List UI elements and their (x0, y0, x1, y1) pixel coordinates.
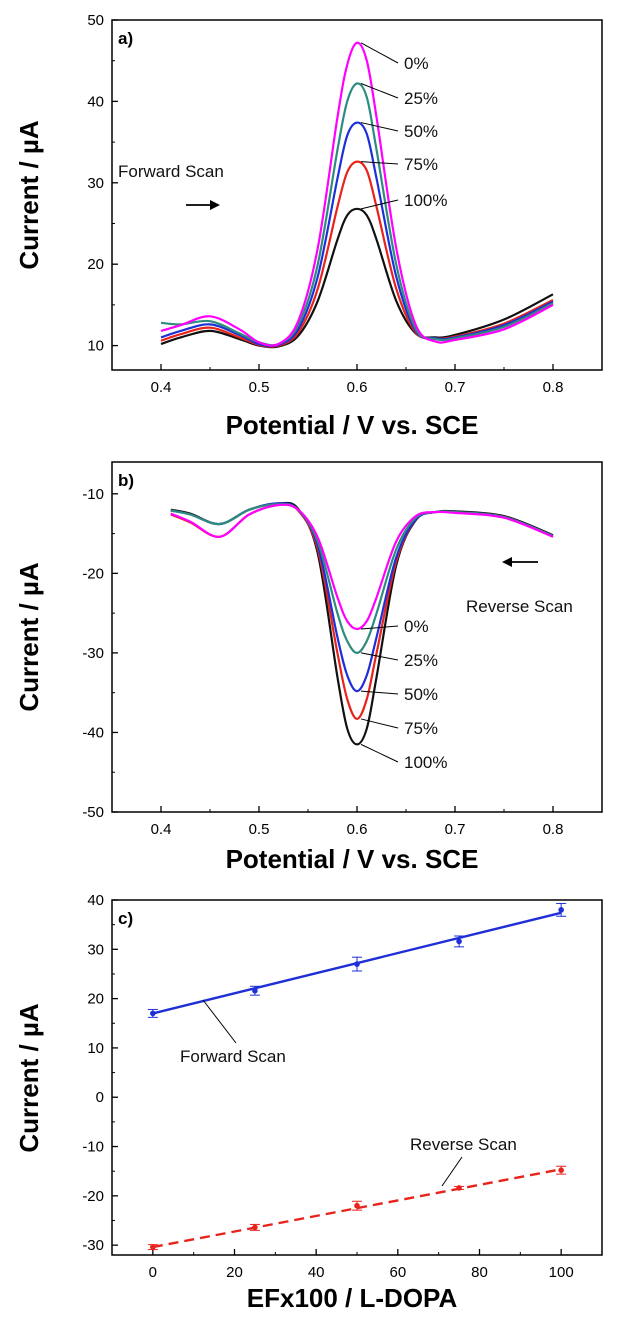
panel-b-x-tick-label-0: 0.4 (151, 821, 172, 838)
panel-a-chart: a) 0.4 0.5 0.6 0.7 0.8 10 20 30 40 50 0% 25% 50% 75%… (14, 12, 602, 440)
panel-a-series-label-3: 75% (404, 155, 438, 174)
panel-b-series-label-2: 50% (404, 685, 438, 704)
panel-b-label-leader-2 (361, 691, 398, 694)
panel-c-reverse-leader (442, 1157, 462, 1186)
panel-c-x-tick-label-4: 80 (471, 1264, 488, 1281)
panel-c-data-point-1-0 (150, 1244, 156, 1250)
panel-a-series-line-2 (161, 123, 553, 346)
panel-c-data-point-0-4 (558, 907, 564, 913)
panel-a-y-tick-label-1: 20 (87, 256, 104, 273)
panel-c-reverse-scan-label: Reverse Scan (410, 1135, 517, 1154)
panel-c-y-tick-label-5: 20 (87, 991, 104, 1008)
panel-c-y-tick-label-4: 10 (87, 1040, 104, 1057)
panel-a-y-tick-label-2: 30 (87, 175, 104, 192)
panel-b-x-tick-label-1: 0.5 (249, 821, 270, 838)
panel-c-ticks: 0 20 40 60 80 100 -30 -20 -10 0 10 20 30 40 (82, 892, 573, 1281)
panel-a-series (161, 43, 553, 347)
panel-c-data-point-1-3 (456, 1185, 462, 1191)
panel-c-data-point-0-1 (252, 988, 258, 994)
panel-c-y-tick-label-1: -20 (82, 1188, 104, 1205)
panel-c-x-tick-label-3: 60 (389, 1264, 406, 1281)
panel-c-forward-leader (203, 1000, 236, 1043)
panel-c-x-tick-label-0: 0 (149, 1264, 157, 1281)
panel-a-series-label-1: 25% (404, 89, 438, 108)
panel-c-data-point-0-3 (456, 939, 462, 945)
panel-c-chart: c) 0 20 40 60 80 100 -30 -20 -10 0 10 20 30 40 Forwar… (14, 892, 602, 1313)
panel-c-y-tick-label-6: 30 (87, 941, 104, 958)
panel-c-x-tick-label-5: 100 (549, 1264, 574, 1281)
panel-a-x-tick-label-1: 0.5 (249, 379, 270, 396)
panel-a-series-labels: 0% 25% 50% 75% 100% (361, 43, 447, 210)
panel-b-series-label-1: 25% (404, 651, 438, 670)
panel-a-tag: a) (118, 29, 133, 48)
panel-b-y-tick-label-3: -20 (82, 565, 104, 582)
panel-b-y-tick-label-1: -40 (82, 724, 104, 741)
panel-c-data-point-0-2 (354, 961, 360, 967)
panel-b-plot-frame (112, 462, 602, 812)
panel-a-x-tick-label-2: 0.6 (347, 379, 368, 396)
panel-b-series-label-3: 75% (404, 719, 438, 738)
panel-b-tag: b) (118, 471, 134, 490)
panel-a-y-tick-label-0: 10 (87, 338, 104, 355)
panel-a-series-label-4: 100% (404, 191, 447, 210)
panel-b-x-tick-label-4: 0.8 (543, 821, 564, 838)
panel-a-series-label-0: 0% (404, 54, 429, 73)
panel-a-y-tick-label-4: 50 (87, 12, 104, 29)
panel-b-x-tick-label-3: 0.7 (445, 821, 466, 838)
panel-c-y-axis-title: Current / µA (14, 1003, 44, 1153)
panel-a-x-tick-label-3: 0.7 (445, 379, 466, 396)
panel-b-label-leader-4 (361, 744, 398, 762)
panel-c-y-tick-label-3: 0 (96, 1089, 104, 1106)
panel-b-series (171, 503, 553, 745)
panel-b-reverse-scan-annotation: Reverse Scan (466, 597, 573, 616)
panel-c-data-point-1-1 (252, 1225, 258, 1231)
panel-a-y-tick-label-3: 40 (87, 93, 104, 110)
panel-a-forward-scan-annotation: Forward Scan (118, 162, 224, 181)
panel-a-x-axis-title: Potential / V vs. SCE (226, 410, 479, 440)
panel-c-y-tick-label-0: -30 (82, 1237, 104, 1254)
panel-a-x-tick-label-0: 0.4 (151, 379, 172, 396)
panel-b-series-label-4: 100% (404, 753, 447, 772)
panel-b-y-tick-label-0: -50 (82, 804, 104, 821)
panel-b-reverse-arrow (502, 557, 538, 567)
panel-b-chart: b) 0.4 0.5 0.6 0.7 0.8 -50 -40 -30 -20 -10 0% 25% 5… (14, 462, 602, 874)
panel-a-series-line-0 (161, 43, 553, 346)
panel-a-series-label-2: 50% (404, 122, 438, 141)
panel-b-ticks: 0.4 0.5 0.6 0.7 0.8 -50 -40 -30 -20 -10 (82, 486, 563, 838)
panel-c-x-tick-label-1: 20 (226, 1264, 243, 1281)
panel-b-x-axis-title: Potential / V vs. SCE (226, 844, 479, 874)
panel-b-y-axis-title: Current / µA (14, 562, 44, 712)
panel-b-y-tick-label-4: -10 (82, 486, 104, 503)
panel-b-series-line-1 (171, 504, 553, 653)
panel-c-tag: c) (118, 909, 133, 928)
panel-c-x-axis-title: EFx100 / L-DOPA (247, 1283, 458, 1313)
panel-c-data-point-0-0 (150, 1011, 156, 1017)
panel-c-x-axis-title-text: EFx100 / L-DOPA (247, 1283, 458, 1313)
panel-a-label-leader-4 (361, 200, 398, 209)
panel-c-series (148, 903, 566, 1249)
panel-b-y-tick-label-2: -30 (82, 645, 104, 662)
panel-c-y-tick-label-7: 40 (87, 892, 104, 909)
panel-a-x-tick-label-4: 0.8 (543, 379, 564, 396)
panel-c-data-point-1-2 (354, 1203, 360, 1209)
panel-b-series-label-0: 0% (404, 617, 429, 636)
panel-c-y-tick-label-2: -10 (82, 1139, 104, 1156)
panel-c-x-tick-label-2: 40 (308, 1264, 325, 1281)
panel-a-forward-arrow (186, 200, 220, 210)
panel-c-data-point-1-4 (558, 1167, 564, 1173)
panel-c-forward-scan-label: Forward Scan (180, 1047, 286, 1066)
panel-b-x-tick-label-2: 0.6 (347, 821, 368, 838)
panel-b-series-line-4 (171, 503, 553, 745)
panel-a-y-axis-title: Current / µA (14, 120, 44, 270)
